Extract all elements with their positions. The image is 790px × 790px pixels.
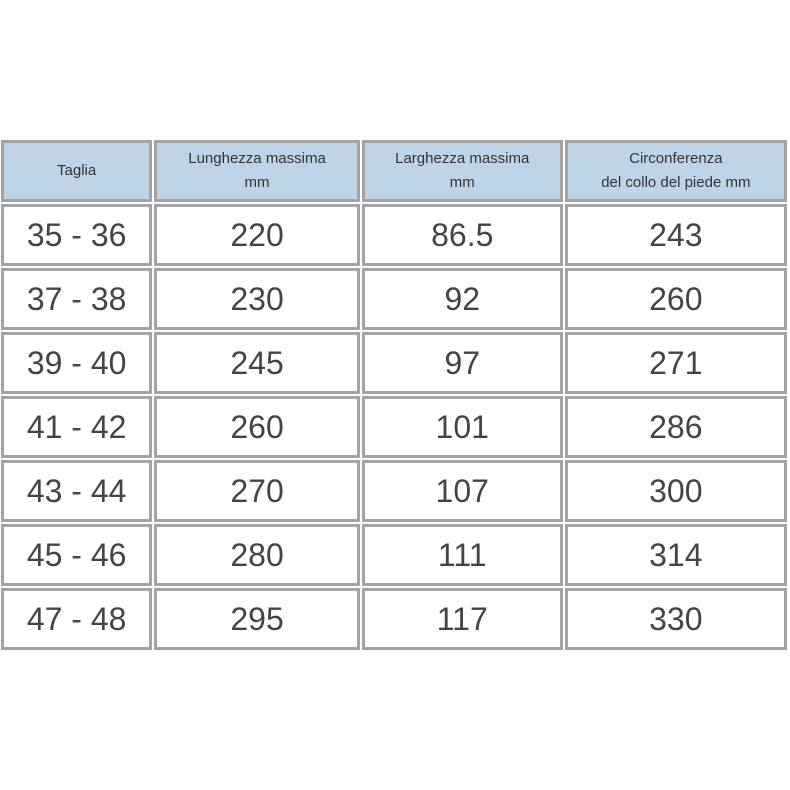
header-taglia: Taglia: [1, 140, 153, 202]
cell-larghezza: 117: [361, 588, 563, 650]
cell-taglia: 45 - 46: [1, 524, 153, 586]
header-larghezza: Larghezza massima mm: [361, 140, 563, 202]
cell-larghezza: 107: [361, 460, 563, 522]
cell-circonferenza: 260: [564, 268, 787, 330]
cell-circonferenza: 271: [564, 332, 787, 394]
size-chart-table: Taglia Lunghezza massima mm Larghezza mas…: [0, 138, 789, 652]
header-unit: del collo del piede mm: [601, 174, 751, 191]
header-text: Taglia: [57, 162, 97, 179]
table-row: 47 - 48 295 117 330: [1, 588, 787, 650]
cell-lunghezza: 260: [154, 396, 360, 458]
header-lunghezza: Lunghezza massima mm: [154, 140, 360, 202]
table-row: 41 - 42 260 101 286: [1, 396, 787, 458]
cell-taglia: 47 - 48: [1, 588, 153, 650]
header-text: Larghezza massima: [395, 150, 530, 167]
table-row: 37 - 38 230 92 260: [1, 268, 787, 330]
cell-lunghezza: 220: [154, 204, 360, 266]
cell-lunghezza: 295: [154, 588, 360, 650]
cell-lunghezza: 270: [154, 460, 360, 522]
header-row: Taglia Lunghezza massima mm Larghezza mas…: [1, 140, 787, 202]
table-row: 43 - 44 270 107 300: [1, 460, 787, 522]
header-unit: mm: [244, 174, 270, 191]
cell-circonferenza: 330: [564, 588, 787, 650]
cell-larghezza: 92: [361, 268, 563, 330]
cell-lunghezza: 245: [154, 332, 360, 394]
header-text: Circonferenza: [629, 150, 723, 167]
table-row: 35 - 36 220 86.5 243: [1, 204, 787, 266]
cell-larghezza: 86.5: [361, 204, 563, 266]
cell-circonferenza: 286: [564, 396, 787, 458]
header-unit: mm: [449, 174, 475, 191]
header-text: Lunghezza massima: [188, 150, 326, 167]
cell-circonferenza: 243: [564, 204, 787, 266]
cell-circonferenza: 300: [564, 460, 787, 522]
cell-taglia: 37 - 38: [1, 268, 153, 330]
cell-larghezza: 111: [361, 524, 563, 586]
cell-taglia: 35 - 36: [1, 204, 153, 266]
cell-taglia: 43 - 44: [1, 460, 153, 522]
cell-lunghezza: 230: [154, 268, 360, 330]
cell-larghezza: 101: [361, 396, 563, 458]
cell-lunghezza: 280: [154, 524, 360, 586]
cell-taglia: 41 - 42: [1, 396, 153, 458]
header-circonferenza: Circonferenza del collo del piede mm: [564, 140, 787, 202]
cell-taglia: 39 - 40: [1, 332, 153, 394]
cell-circonferenza: 314: [564, 524, 787, 586]
table-row: 45 - 46 280 111 314: [1, 524, 787, 586]
cell-larghezza: 97: [361, 332, 563, 394]
table-row: 39 - 40 245 97 271: [1, 332, 787, 394]
